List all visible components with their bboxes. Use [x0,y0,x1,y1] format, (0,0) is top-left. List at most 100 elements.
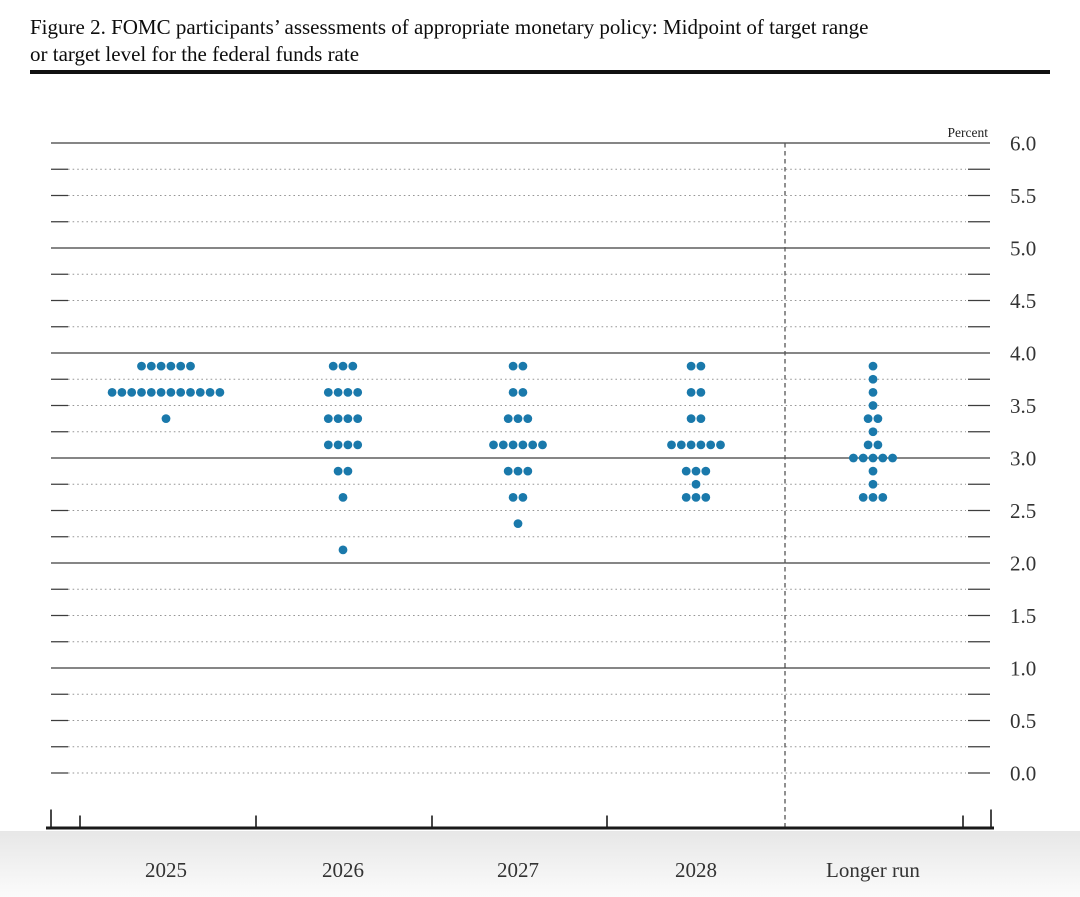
projection-dot [146,387,156,397]
projection-dot [503,414,513,424]
projection-dot [686,440,696,450]
projection-dot [681,492,691,502]
projection-dot [161,414,171,424]
projection-dot [868,479,878,489]
projection-dot [696,440,706,450]
y-tick-label: 1.5 [1010,604,1036,628]
projection-dot [328,361,338,371]
projection-dot [873,440,883,450]
projection-dot [343,387,353,397]
percent-unit-label: Percent [948,125,989,140]
y-tick-label: 4.5 [1010,289,1036,313]
y-tick-label: 5.5 [1010,184,1036,208]
projection-dot [868,427,878,437]
y-tick-label: 3.5 [1010,394,1036,418]
projection-dot [863,440,873,450]
projection-dot [117,387,127,397]
x-category-label: 2025 [145,858,187,882]
projection-dot [323,414,333,424]
projection-dot [508,361,518,371]
projection-dot [333,440,343,450]
y-axis-labels: 6.0 5.5 5.0 4.5 4.0 3.5 3.0 2.5 2.0 1.5 1.0 0.5 0.0 [1010,132,1036,786]
projection-dot [215,387,225,397]
projection-dot [498,440,508,450]
projection-dot [156,387,166,397]
projection-dot [323,440,333,450]
projection-dot [107,387,117,397]
projection-dot [849,453,858,463]
projection-dot [686,361,696,371]
figure-title: Figure 2. FOMC participants’ assessments… [30,14,1052,68]
projection-dot [518,492,528,502]
projection-dot [186,361,195,371]
projection-dot [146,361,156,371]
dot-column-2027 [489,361,547,529]
projection-dot [503,466,513,476]
projection-dot [176,361,186,371]
projection-dot [701,492,711,502]
projection-dot [878,492,888,502]
projection-dot [348,361,358,371]
projection-dot [333,414,343,424]
projection-dot [888,453,897,463]
projection-dot [508,492,518,502]
projection-dot [696,361,706,371]
projection-dot [523,466,533,476]
y-tick-label: 4.0 [1010,342,1036,366]
projection-dot [353,387,363,397]
projection-dot [343,466,353,476]
projection-dot [873,414,883,424]
projection-dot [528,440,538,450]
dot-column-2026 [323,361,363,555]
projection-dot [518,361,528,371]
y-tick-label: 5.0 [1010,237,1036,261]
x-category-label: 2028 [675,858,717,882]
x-category-label: 2027 [497,858,539,882]
projection-dot [696,387,706,397]
projection-dot [176,387,186,397]
projection-dot [137,361,146,371]
bottom-gradient-strip [0,831,1080,897]
projection-dot [513,466,523,476]
projection-dot [513,519,523,529]
projection-dot [868,401,878,410]
projection-dot [868,492,878,502]
projection-dot [137,387,146,397]
projection-dot [353,414,363,424]
y-tick-label: 2.5 [1010,499,1036,523]
title-rule [30,70,1050,74]
projection-dot [518,440,528,450]
projection-dot [323,387,333,397]
projection-dot [667,440,676,450]
projection-dot [508,387,518,397]
projection-dot [686,414,696,424]
projection-dot [716,440,725,450]
y-tick-label: 6.0 [1010,132,1036,156]
dot-column-longer-run [849,361,897,502]
projection-dot [338,545,348,555]
projection-dot [338,492,348,502]
projection-dot [691,492,701,502]
projection-dot [691,479,701,489]
projection-dot [868,466,878,476]
projection-dot [686,387,696,397]
projection-dot [333,387,343,397]
projection-dot [343,440,353,450]
gridlines [51,142,990,774]
projection-dot [518,387,528,397]
projection-dot [186,387,195,397]
projection-dot [863,414,873,424]
projection-dot [676,440,686,450]
projection-dot [696,414,706,424]
y-tick-label: 1.0 [1010,657,1036,681]
projection-dot [166,361,176,371]
projection-dot [858,453,868,463]
dot-column-2025 [107,361,225,424]
projection-dot [513,414,523,424]
projection-dot [706,440,716,450]
projection-dot [205,387,215,397]
projection-dot [681,466,691,476]
y-tick-label: 0.0 [1010,762,1036,786]
y-tick-label: 2.0 [1010,552,1036,576]
